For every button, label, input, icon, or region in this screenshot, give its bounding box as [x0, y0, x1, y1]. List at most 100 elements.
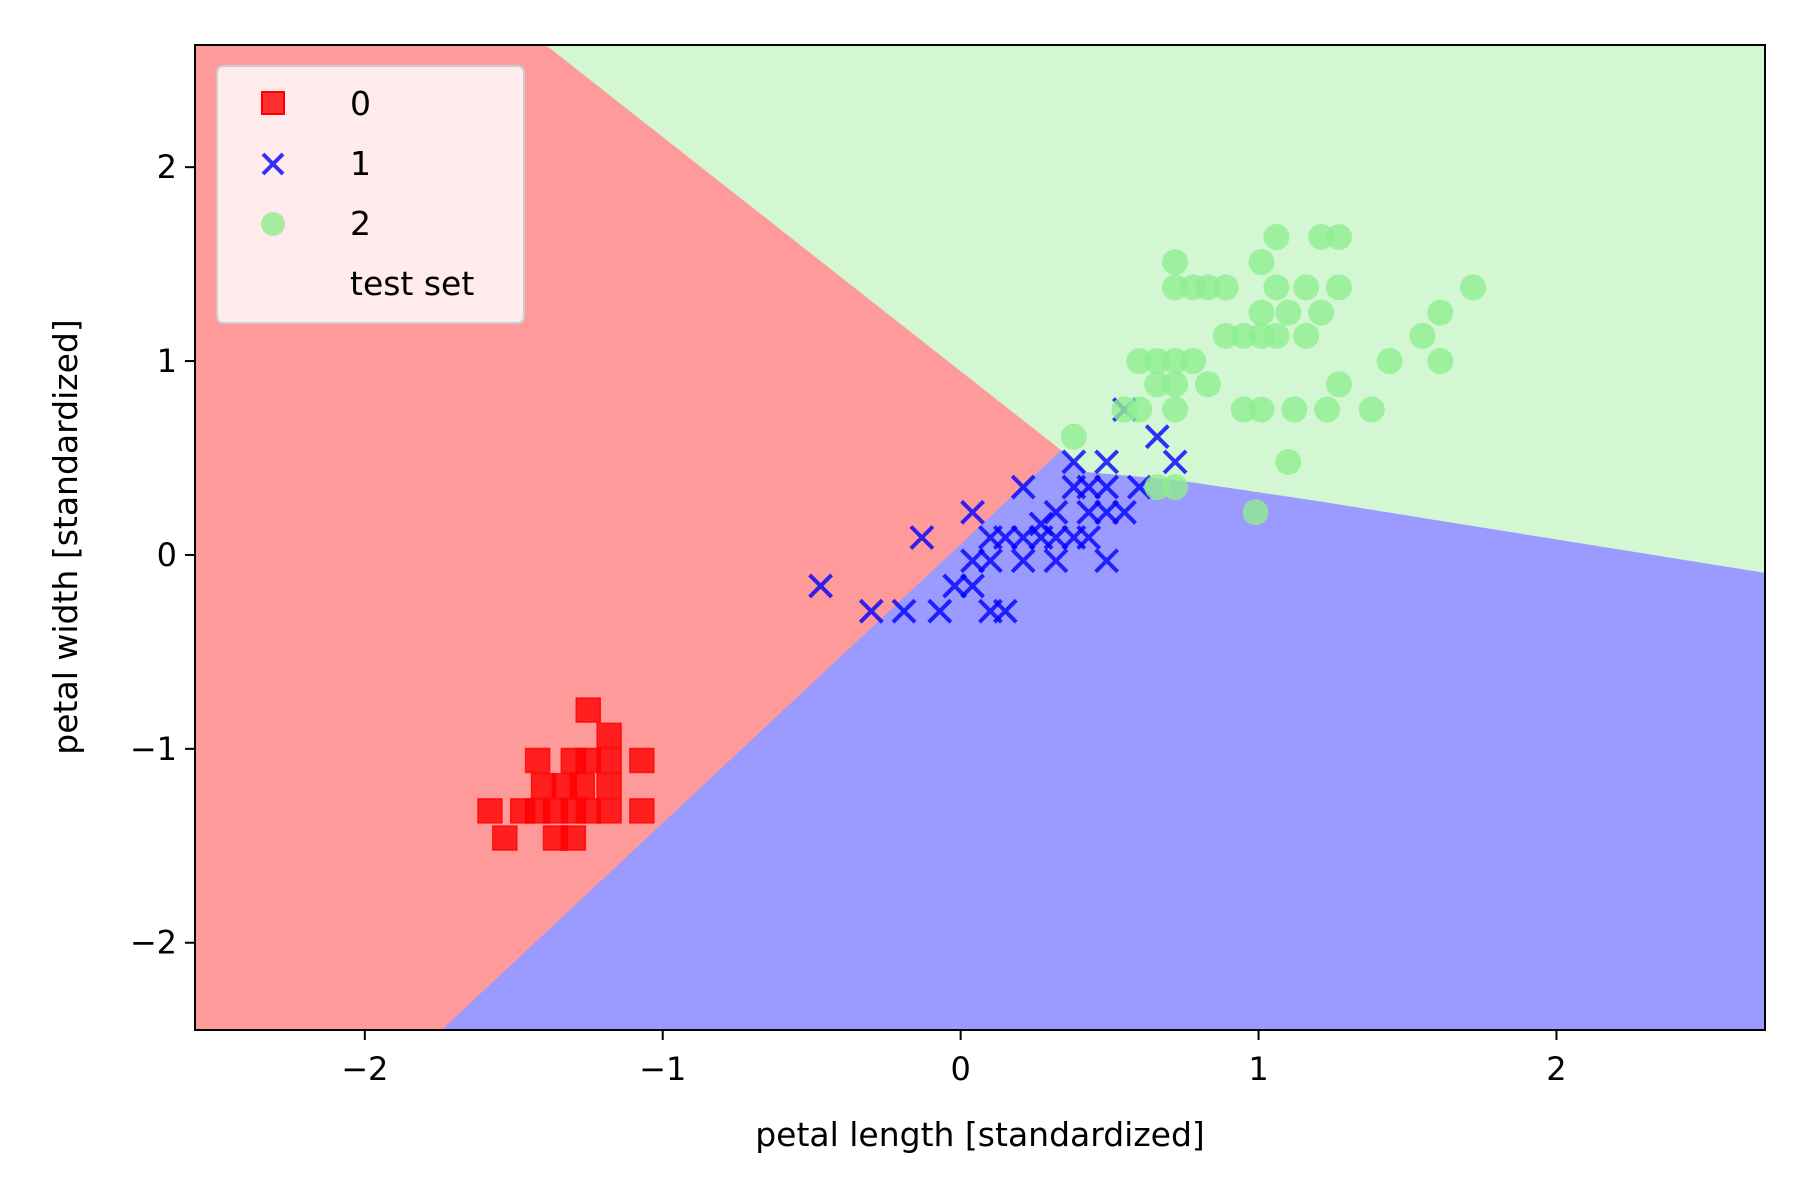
point-class-2 — [1230, 396, 1257, 423]
point-class-1 — [858, 598, 884, 624]
point-class-1 — [992, 598, 1018, 624]
point-class-0 — [596, 772, 622, 799]
x-axis-label: petal length [standardized] — [755, 1115, 1205, 1154]
point-class-0 — [575, 798, 601, 824]
point-class-1 — [1094, 474, 1120, 500]
point-class-2 — [1248, 396, 1275, 423]
point-class-1 — [1076, 525, 1102, 550]
y-tick-label: 2 — [157, 148, 177, 186]
point-class-0 — [569, 772, 596, 799]
point-class-2 — [1126, 396, 1153, 423]
x-tick-label: 1 — [1248, 1050, 1268, 1088]
x-tick-label: −2 — [341, 1050, 388, 1088]
y-tick-label: 1 — [157, 342, 177, 380]
point-class-2 — [1314, 396, 1341, 423]
point-class-2 — [1358, 396, 1385, 423]
point-class-2 — [1194, 371, 1221, 398]
point-class-2 — [1162, 348, 1189, 375]
point-class-2 — [1325, 223, 1352, 250]
point-class-2 — [1162, 474, 1189, 501]
point-class-2 — [1194, 274, 1221, 301]
point-class-1 — [1076, 474, 1102, 500]
point-class-2 — [1275, 448, 1302, 475]
x-tick-label: 2 — [1546, 1050, 1566, 1088]
point-class-2 — [1460, 274, 1487, 301]
point-class-2 — [1242, 499, 1269, 526]
point-class-2 — [1275, 299, 1302, 326]
point-class-2 — [1180, 348, 1207, 375]
point-class-2 — [1325, 371, 1352, 398]
point-class-1 — [942, 573, 968, 599]
point-class-1 — [960, 548, 985, 574]
legend-label-test-set: test set — [350, 264, 474, 303]
point-class-0 — [596, 747, 622, 774]
point-class-1 — [891, 598, 917, 624]
point-class-2 — [1144, 371, 1171, 398]
point-class-0 — [477, 798, 503, 824]
point-class-2 — [1212, 274, 1239, 301]
point-class-2 — [1263, 274, 1290, 301]
point-class-2 — [1293, 322, 1320, 349]
point-class-0 — [530, 772, 557, 799]
point-class-1 — [1010, 525, 1036, 550]
point-class-1 — [1094, 499, 1120, 525]
point-class-2 — [1281, 396, 1308, 423]
point-class-1 — [927, 598, 953, 624]
legend-circle-marker — [261, 212, 285, 236]
y-tick-label: −2 — [130, 924, 177, 962]
point-class-0 — [596, 722, 622, 749]
point-class-1 — [1144, 424, 1170, 450]
point-class-0 — [560, 825, 587, 851]
point-class-2 — [1126, 348, 1153, 375]
point-class-1 — [978, 548, 1003, 574]
point-class-2 — [1308, 299, 1335, 326]
point-class-2 — [1263, 223, 1290, 250]
point-class-2 — [1162, 274, 1189, 301]
legend-label-1: 1 — [350, 144, 371, 183]
point-class-1 — [1076, 499, 1102, 525]
point-class-0 — [575, 697, 601, 723]
point-class-1 — [909, 525, 935, 550]
y-axis-label: petal width [standardized] — [46, 319, 85, 754]
point-class-1 — [1061, 449, 1087, 475]
legend-label-2: 2 — [350, 204, 371, 243]
point-class-1 — [1010, 548, 1036, 574]
point-class-1 — [1028, 511, 1054, 537]
point-class-2 — [1427, 299, 1454, 326]
legend-x-marker — [261, 152, 285, 176]
x-tick-label: 0 — [950, 1050, 970, 1088]
point-class-2 — [1162, 371, 1189, 398]
point-class-1 — [1094, 449, 1120, 475]
point-class-1 — [992, 525, 1018, 550]
y-tick-label: −1 — [130, 730, 177, 768]
point-class-2 — [1060, 423, 1087, 450]
point-class-2 — [1263, 322, 1290, 349]
point-class-0 — [492, 825, 518, 851]
point-class-2 — [1144, 474, 1171, 501]
y-tick-label: 0 — [157, 536, 177, 574]
plot-frame — [194, 44, 1766, 1031]
legend-square-marker — [261, 91, 285, 115]
point-class-0 — [629, 798, 655, 824]
point-class-1 — [1010, 474, 1036, 500]
point-class-2 — [1308, 223, 1335, 250]
point-class-1 — [1043, 548, 1069, 574]
point-class-0 — [596, 798, 622, 824]
legend-box — [216, 65, 525, 324]
point-class-1 — [1112, 499, 1137, 525]
point-class-2 — [1248, 299, 1275, 326]
point-class-1 — [1094, 548, 1120, 574]
legend-label-0: 0 — [350, 84, 371, 123]
point-class-2 — [1409, 322, 1436, 349]
point-class-2 — [1230, 322, 1257, 349]
point-class-2 — [1162, 249, 1189, 276]
x-axis-ticks: −2 −1 0 1 2 — [341, 1030, 1567, 1088]
point-class-2 — [1144, 348, 1171, 375]
y-axis-ticks: −2 −1 0 1 2 — [130, 148, 195, 962]
point-class-2 — [1427, 348, 1454, 375]
point-class-0 — [629, 747, 655, 774]
x-tick-label: −1 — [639, 1050, 686, 1088]
point-class-2 — [1325, 274, 1352, 301]
point-class-0 — [524, 747, 551, 774]
